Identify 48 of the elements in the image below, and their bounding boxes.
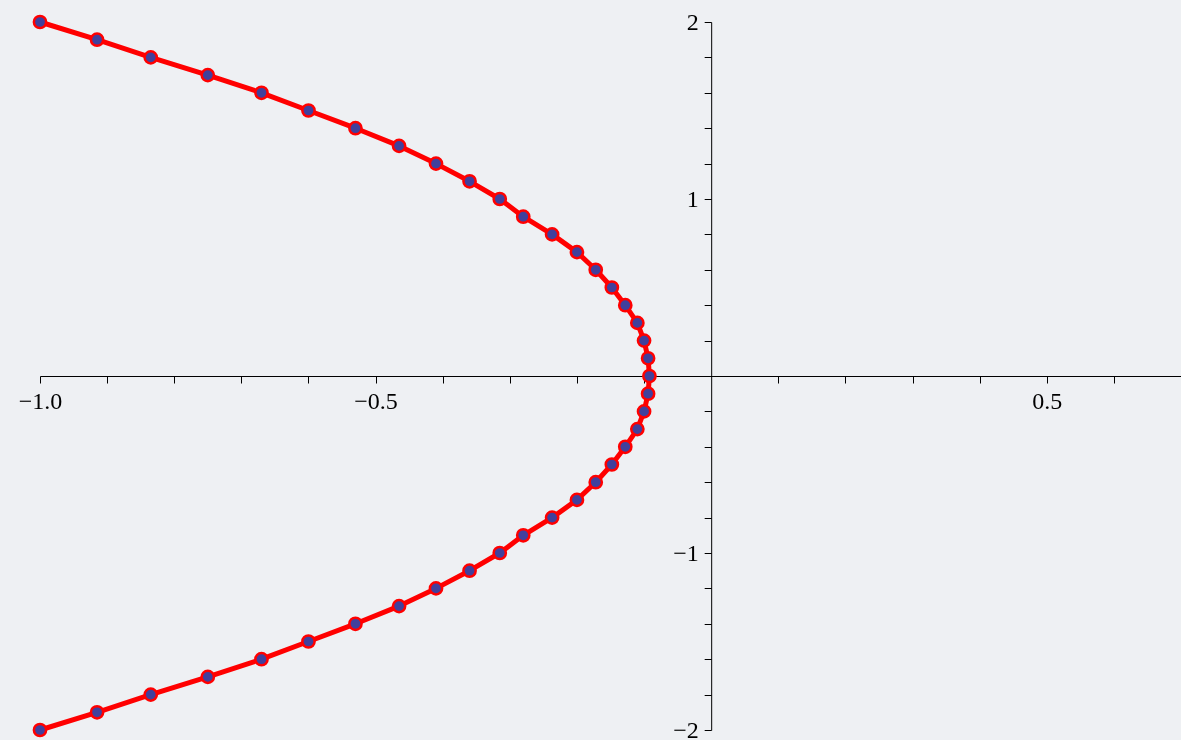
point	[588, 262, 604, 278]
point	[428, 581, 444, 596]
point	[348, 616, 363, 632]
point	[544, 227, 560, 242]
y-tick-label: 2	[686, 8, 699, 35]
y-tick-label: −1	[673, 539, 699, 566]
point	[617, 439, 633, 455]
point	[604, 457, 620, 472]
point	[604, 280, 620, 295]
point	[569, 244, 585, 260]
x-tick-label: 0.5	[1032, 387, 1063, 414]
point	[636, 333, 652, 348]
point	[32, 14, 48, 30]
x-tick-label: −0.5	[354, 387, 398, 414]
point	[143, 687, 159, 702]
point	[492, 191, 508, 207]
point	[254, 85, 269, 101]
point	[636, 404, 652, 419]
point	[200, 669, 216, 685]
point	[640, 386, 656, 402]
point	[462, 173, 477, 189]
y-tick-label: −2	[673, 716, 699, 740]
point	[640, 350, 656, 366]
point	[544, 510, 560, 525]
point	[301, 634, 316, 649]
point	[143, 50, 159, 65]
point	[629, 315, 645, 331]
point	[462, 563, 477, 579]
y-tick-label: 1	[686, 185, 699, 212]
point	[348, 120, 363, 136]
point	[588, 474, 604, 490]
point	[492, 545, 508, 561]
point	[89, 704, 105, 720]
point	[629, 421, 645, 437]
point	[515, 209, 531, 225]
point	[254, 651, 269, 667]
point	[428, 156, 444, 171]
point	[617, 297, 633, 313]
point	[569, 492, 585, 508]
point	[200, 67, 216, 83]
point	[89, 32, 105, 48]
point	[515, 527, 531, 543]
point	[391, 138, 407, 154]
point	[32, 722, 48, 738]
point	[301, 103, 316, 118]
point	[391, 598, 407, 614]
point	[642, 368, 657, 384]
x-tick-label: −1.0	[18, 387, 63, 414]
